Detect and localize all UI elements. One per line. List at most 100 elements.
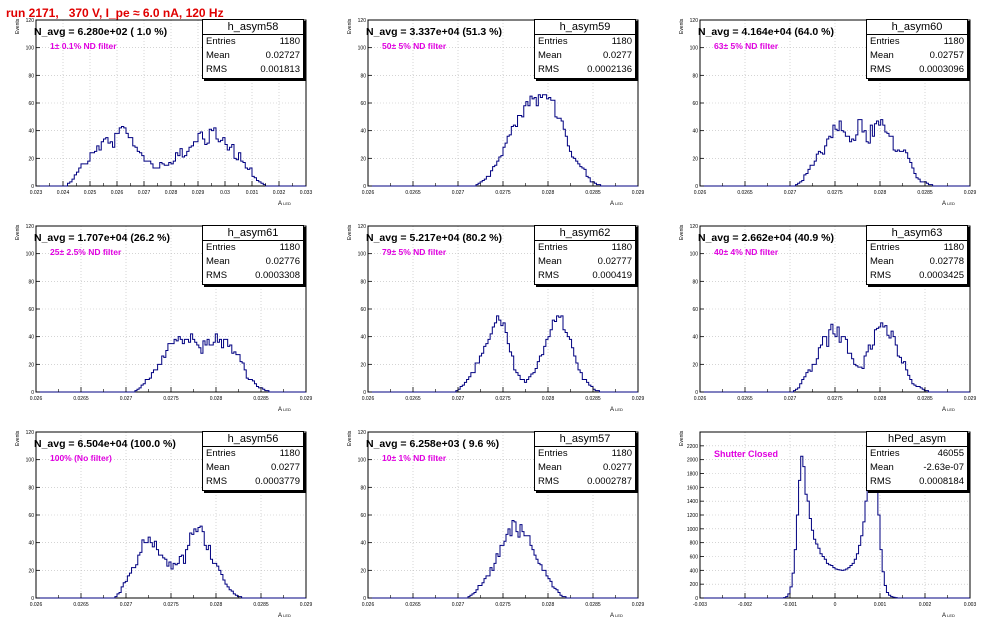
x-tick-label: 0.0285 <box>253 396 269 402</box>
x-tick-label: 0.026 <box>694 396 707 402</box>
filter-note: 79± 5% ND filter <box>382 247 447 257</box>
stats-mean-value: 0.02757 <box>929 50 964 61</box>
y-tick-label: 60 <box>28 101 34 107</box>
x-tick-label: 0.028 <box>542 190 555 196</box>
navg-label: N_avg = 2.662e+04 (40.9 %) <box>698 232 835 244</box>
y-tick-label: 120 <box>358 430 367 436</box>
x-tick-label: 0.0265 <box>737 190 753 196</box>
x-tick-label: 0.0275 <box>827 190 843 196</box>
filter-note: 25± 2.5% ND filter <box>50 247 122 257</box>
y-tick-label: 40 <box>692 129 698 135</box>
stats-entries-label: Entries <box>206 36 236 47</box>
stats-entries-row: Entries 1180 <box>203 35 303 49</box>
stats-entries-row: Entries 1180 <box>203 241 303 255</box>
y-tick-label: 60 <box>692 101 698 107</box>
stats-entries-value: 1180 <box>279 36 300 47</box>
y-tick-label: 80 <box>692 279 698 285</box>
histogram-line <box>36 525 306 599</box>
y-axis-title: Events <box>679 430 685 446</box>
y-tick-label: 200 <box>690 582 699 588</box>
x-tick-label: 0.024 <box>57 190 70 196</box>
stats-rms-label: RMS <box>870 64 892 75</box>
stats-mean-label: Mean <box>870 256 894 267</box>
stats-entries-row: Entries 46055 <box>867 447 967 461</box>
x-tick-label: 0.026 <box>30 602 43 608</box>
x-tick-label: 0.026 <box>694 190 707 196</box>
x-tick-label: 0.0285 <box>585 602 601 608</box>
y-tick-label: 80 <box>360 73 366 79</box>
y-tick-label: 0 <box>695 596 698 602</box>
x-tick-label: 0.027 <box>452 602 465 608</box>
y-axis-title: Events <box>15 224 21 240</box>
navg-label: N_avg = 6.258e+03 ( 9.6 %) <box>366 438 500 450</box>
stats-mean-row: Mean 0.02727 <box>203 49 303 63</box>
stats-entries-value: 1180 <box>611 242 632 253</box>
x-tick-label: 0.027 <box>120 602 133 608</box>
stats-mean-row: Mean 0.02777 <box>535 255 635 269</box>
stats-entries-label: Entries <box>538 36 568 47</box>
stats-rms-value: 0.0008184 <box>919 476 964 487</box>
histogram-panel-hPed_asym: 0 200 400 600 800 1000 1200 1400 1600 1800 2000 220… <box>679 430 996 630</box>
y-tick-label: 1800 <box>687 472 698 478</box>
stats-rms-row: RMS 0.0003096 <box>867 63 967 77</box>
stats-box: h_asym61 Entries 1180 Mean 0.02776 RMS 0.00033… <box>202 225 304 285</box>
stats-rms-row: RMS 0.0002136 <box>535 63 635 77</box>
histogram-name: h_asym62 <box>535 226 635 241</box>
y-tick-label: 1400 <box>687 499 698 505</box>
stats-box: h_asym62 Entries 1180 Mean 0.02777 RMS 0.00041… <box>534 225 636 285</box>
stats-rms-label: RMS <box>870 476 892 487</box>
filter-note: 50± 5% ND filter <box>382 41 447 51</box>
x-tick-label: 0.033 <box>300 190 313 196</box>
stats-entries-label: Entries <box>870 36 900 47</box>
stats-mean-label: Mean <box>206 462 230 473</box>
x-axis-subscript: LED <box>282 613 291 618</box>
stats-mean-row: Mean 0.02757 <box>867 49 967 63</box>
x-tick-label: 0.0285 <box>585 190 601 196</box>
y-tick-label: 80 <box>28 73 34 79</box>
y-tick-label: 60 <box>360 513 366 519</box>
x-axis-title: A LED <box>942 407 955 413</box>
histogram-name: h_asym63 <box>867 226 967 241</box>
y-tick-label: 100 <box>690 46 699 52</box>
y-tick-label: 0 <box>695 184 698 190</box>
stats-rms-label: RMS <box>870 270 892 281</box>
navg-label: N_avg = 5.217e+04 (80.2 %) <box>366 232 503 244</box>
navg-label: N_avg = 4.164e+04 (64.0 %) <box>698 26 835 38</box>
stats-mean-label: Mean <box>206 256 230 267</box>
stats-entries-value: 1180 <box>943 36 964 47</box>
y-tick-label: 400 <box>690 568 699 574</box>
y-tick-label: 20 <box>692 156 698 162</box>
stats-rms-value: 0.0002787 <box>587 476 632 487</box>
histogram-line <box>36 126 306 187</box>
filter-note: 63± 5% ND filter <box>714 41 779 51</box>
histogram-svg: 0 20 40 60 80 100 120 0.026 0.0265 0.027 0.0275 0.0… <box>26 224 313 402</box>
x-axis-subscript: LED <box>614 201 623 206</box>
y-tick-label: 100 <box>26 458 35 464</box>
histogram-line <box>368 94 638 187</box>
histogram-line <box>700 322 970 393</box>
histogram-line <box>700 119 970 187</box>
stats-mean-row: Mean 0.0277 <box>535 461 635 475</box>
x-axis-subscript: LED <box>946 613 955 618</box>
y-tick-label: 120 <box>26 224 35 230</box>
x-tick-label: 0.032 <box>273 190 286 196</box>
y-axis-title: Events <box>679 18 685 34</box>
stats-box: h_asym63 Entries 1180 Mean 0.02778 RMS 0.00034… <box>866 225 968 285</box>
y-tick-label: 40 <box>28 541 34 547</box>
histogram-name: hPed_asym <box>867 432 967 447</box>
x-tick-label: 0.003 <box>964 602 977 608</box>
stats-mean-row: Mean 0.02778 <box>867 255 967 269</box>
stats-rms-value: 0.0003308 <box>255 270 300 281</box>
histogram-name: h_asym58 <box>203 20 303 35</box>
x-tick-label: 0.031 <box>246 190 259 196</box>
x-axis-title: A LED <box>278 613 291 619</box>
stats-mean-row: Mean 0.02776 <box>203 255 303 269</box>
histogram-line <box>368 520 638 599</box>
y-tick-label: 20 <box>28 568 34 574</box>
y-tick-label: 40 <box>28 129 34 135</box>
x-axis-title: A LED <box>610 407 623 413</box>
x-tick-label: -0.003 <box>693 602 707 608</box>
x-tick-label: 0.028 <box>210 602 223 608</box>
x-tick-label: 0.025 <box>84 190 97 196</box>
x-tick-label: 0.026 <box>30 396 43 402</box>
